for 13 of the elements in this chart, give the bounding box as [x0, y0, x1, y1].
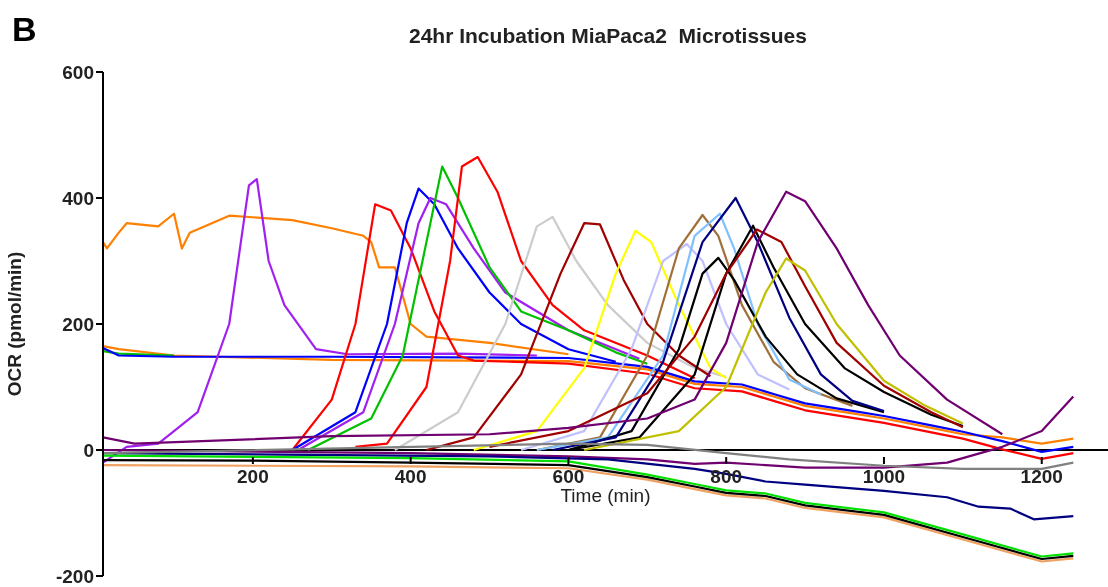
x-tick-label: 1200	[1020, 466, 1063, 487]
x-axis-title: Time (min)	[560, 485, 651, 506]
y-tick-label: 200	[62, 313, 94, 335]
y-tick-label: 600	[62, 61, 94, 83]
chart-title: 24hr Incubation MiaPaca2 Microtissues	[409, 24, 807, 47]
y-tick-label: -200	[55, 565, 94, 587]
x-tick-label: 200	[237, 466, 269, 487]
y-tick-label: 0	[83, 439, 94, 461]
text: B	[12, 10, 37, 49]
x-tick-label: 1000	[862, 466, 906, 487]
x-tick-label: 400	[394, 466, 427, 487]
y-tick-label: 400	[62, 187, 94, 209]
x-tick-label: 600	[552, 466, 585, 487]
